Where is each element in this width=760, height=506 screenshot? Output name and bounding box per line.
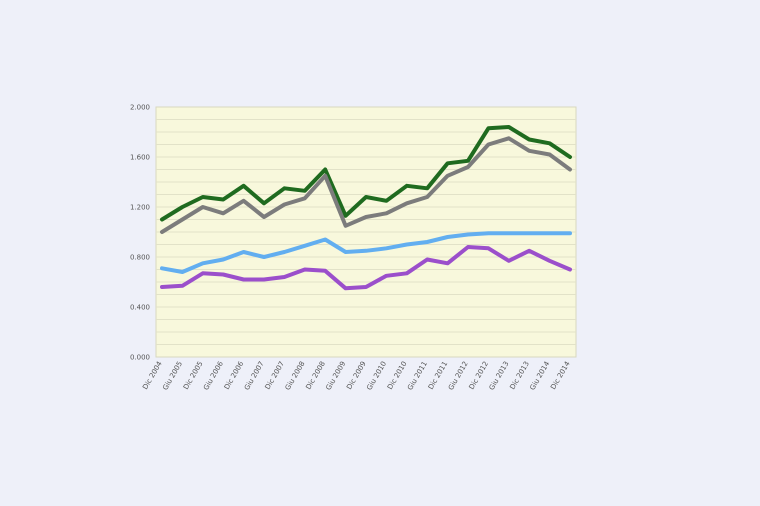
x-tick-label: Dic 2004 [141, 360, 164, 392]
x-tick-label: Giu 2009 [324, 360, 347, 392]
y-tick-label: 0.800 [130, 254, 150, 262]
x-tick-label: Dic 2007 [264, 360, 287, 391]
x-tick-label: Dic 2008 [304, 360, 327, 391]
series-line-2 [160, 136, 572, 234]
x-tick-label: Giu 2013 [488, 360, 511, 392]
x-tick-label: Dic 2012 [468, 360, 491, 391]
x-tick-label: Dic 2011 [427, 360, 450, 391]
x-tick-label: Dic 2005 [182, 360, 205, 391]
x-tick-label: Dic 2013 [508, 360, 531, 391]
series-line-3 [160, 231, 572, 274]
x-tick-label: Dic 2006 [223, 360, 246, 392]
x-tick-label: Giu 2006 [202, 360, 225, 392]
x-tick-label: Giu 2010 [365, 360, 388, 392]
series-line-4 [160, 245, 572, 291]
x-tick-label: Dic 2010 [386, 360, 409, 391]
series-line-1 [160, 125, 572, 222]
x-tick-label: Dic 2009 [345, 360, 368, 391]
y-tick-label: 1.200 [130, 204, 150, 212]
x-tick-label: Dic 2014 [549, 360, 572, 392]
y-tick-label: 1.600 [130, 154, 150, 162]
x-tick-label: Giu 2008 [284, 360, 307, 392]
y-tick-label: 0.000 [130, 354, 150, 362]
y-tick-label: 0.400 [130, 304, 150, 312]
y-axis-ticks: 2.000 1.600 1.200 0.800 0.400 0.000 [130, 104, 150, 362]
x-tick-label: Giu 2012 [447, 360, 470, 392]
gridlines [156, 119, 576, 345]
x-tick-label: Giu 2011 [406, 360, 429, 392]
x-tick-label: Giu 2005 [161, 360, 184, 392]
series-lines [160, 125, 572, 291]
x-tick-label: Giu 2014 [528, 360, 551, 392]
x-tick-label: Giu 2007 [243, 360, 266, 392]
y-tick-label: 2.000 [130, 104, 150, 112]
